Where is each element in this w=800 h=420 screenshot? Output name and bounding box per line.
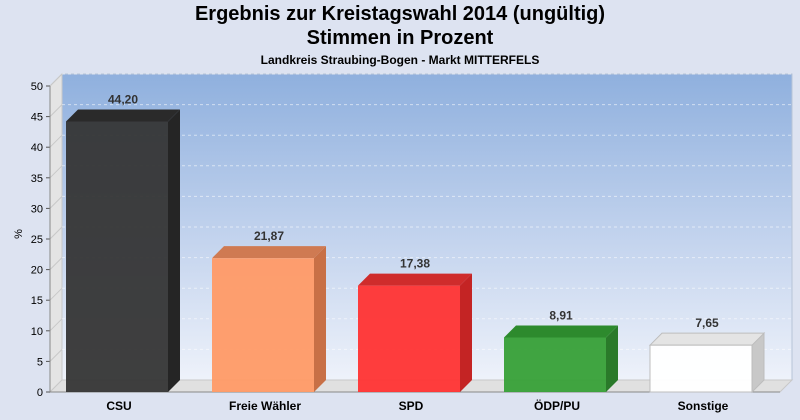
- gridline-wall: [49, 196, 63, 209]
- bar-top: [66, 109, 180, 122]
- bar-value-label: 7,65: [695, 316, 719, 330]
- gridline-wall: [49, 226, 63, 240]
- bar-top: [212, 246, 326, 259]
- y-tick-label: 30: [31, 203, 43, 215]
- y-tick-label: 0: [37, 387, 43, 399]
- gridline-wall: [49, 134, 63, 148]
- bar-value-label: 44,20: [108, 92, 138, 106]
- bar: [66, 121, 168, 392]
- y-tick-label: 5: [37, 356, 43, 368]
- bar-side: [314, 246, 326, 392]
- bar-side: [168, 109, 180, 392]
- y-tick-label: 40: [31, 142, 43, 154]
- y-axis-label: %: [13, 229, 25, 239]
- y-tick-label: 10: [31, 326, 43, 338]
- chart-subtitle: Landkreis Straubing-Bogen - Markt MITTER…: [260, 53, 540, 67]
- bar-top: [648, 332, 766, 346]
- bar: [649, 344, 753, 393]
- x-tick-label: ÖDP/PU: [534, 398, 580, 413]
- y-tick-label: 15: [31, 295, 43, 307]
- bar-side: [606, 325, 618, 392]
- y-tick-label: 45: [31, 112, 43, 124]
- bar-value-label: 8,91: [549, 308, 573, 322]
- gridline-wall: [49, 73, 63, 87]
- y-tick-label: 50: [31, 81, 43, 93]
- x-tick-label: SPD: [399, 399, 424, 413]
- gridline-wall: [49, 257, 63, 270]
- gridline-wall: [49, 287, 63, 301]
- y-tick-label: 25: [31, 234, 43, 246]
- y-tick-label: 20: [31, 265, 43, 277]
- bar-top: [358, 273, 472, 286]
- x-tick-label: Freie Wähler: [229, 399, 301, 413]
- bar-top: [504, 325, 618, 338]
- x-tick-label: CSU: [106, 399, 131, 413]
- gridline-wall: [49, 318, 63, 332]
- gridline-wall: [49, 165, 63, 179]
- chart-title: Ergebnis zur Kreistagswahl 2014 (ungülti…: [194, 3, 606, 25]
- bar: [504, 337, 606, 392]
- y-tick-label: 35: [31, 173, 43, 185]
- bar-side: [460, 273, 472, 392]
- chart-title-line-2: Stimmen in Prozent: [306, 27, 494, 49]
- bar-value-label: 21,87: [254, 229, 284, 243]
- x-tick-label: Sonstige: [678, 399, 729, 413]
- bar: [212, 258, 314, 392]
- gridline-wall: [49, 104, 63, 117]
- bar-value-label: 17,38: [400, 257, 430, 271]
- bar: [358, 285, 460, 392]
- gridline-wall: [49, 349, 63, 362]
